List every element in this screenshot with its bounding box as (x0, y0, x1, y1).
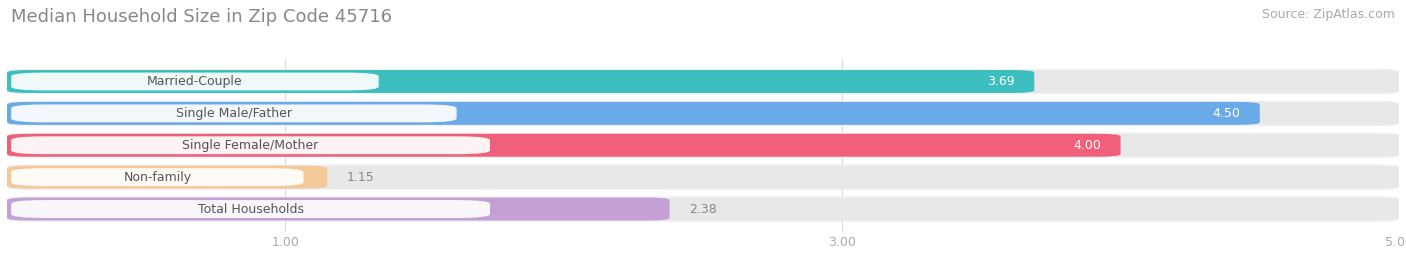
FancyBboxPatch shape (7, 102, 1399, 125)
FancyBboxPatch shape (11, 104, 457, 122)
FancyBboxPatch shape (7, 133, 1399, 158)
Text: Single Male/Father: Single Male/Father (176, 107, 292, 120)
FancyBboxPatch shape (11, 168, 304, 186)
Text: Median Household Size in Zip Code 45716: Median Household Size in Zip Code 45716 (11, 8, 392, 26)
FancyBboxPatch shape (11, 73, 378, 90)
Text: Married-Couple: Married-Couple (148, 75, 243, 88)
Text: Single Female/Mother: Single Female/Mother (183, 139, 319, 152)
Text: 4.50: 4.50 (1212, 107, 1240, 120)
FancyBboxPatch shape (7, 102, 1260, 125)
FancyBboxPatch shape (7, 134, 1121, 157)
FancyBboxPatch shape (7, 196, 1399, 222)
FancyBboxPatch shape (11, 136, 491, 154)
Text: Non-family: Non-family (124, 171, 191, 184)
Text: 2.38: 2.38 (689, 203, 717, 215)
FancyBboxPatch shape (7, 101, 1399, 126)
FancyBboxPatch shape (7, 69, 1399, 94)
FancyBboxPatch shape (7, 166, 1399, 189)
FancyBboxPatch shape (7, 164, 1399, 190)
FancyBboxPatch shape (7, 197, 669, 221)
FancyBboxPatch shape (7, 166, 328, 189)
Text: Total Households: Total Households (198, 203, 304, 215)
Text: 4.00: 4.00 (1073, 139, 1101, 152)
FancyBboxPatch shape (11, 200, 491, 218)
Text: 3.69: 3.69 (987, 75, 1015, 88)
FancyBboxPatch shape (7, 134, 1399, 157)
FancyBboxPatch shape (7, 70, 1399, 93)
Text: Source: ZipAtlas.com: Source: ZipAtlas.com (1261, 8, 1395, 21)
FancyBboxPatch shape (7, 70, 1035, 93)
Text: 1.15: 1.15 (347, 171, 374, 184)
FancyBboxPatch shape (7, 197, 1399, 221)
